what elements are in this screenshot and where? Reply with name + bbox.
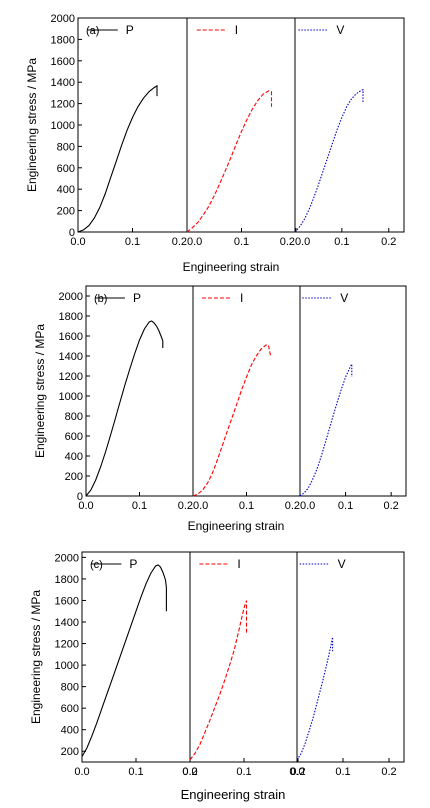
legend-label-I: I bbox=[240, 291, 243, 305]
y-tick-label: 1600 bbox=[51, 56, 75, 68]
y-tick-label: 1000 bbox=[59, 391, 83, 403]
x-tick-label: 0.2 bbox=[290, 766, 305, 778]
y-tick-label: 1400 bbox=[59, 351, 83, 363]
x-axis-label: Engineering strain bbox=[183, 260, 280, 274]
y-tick-label: 1400 bbox=[55, 617, 79, 629]
y-axis-label: Engineering stress / MPa bbox=[33, 324, 47, 458]
x-tick-label: 0.2 bbox=[384, 500, 399, 512]
y-tick-label: 1800 bbox=[51, 34, 75, 46]
x-tick-label: 0.0 bbox=[74, 766, 89, 778]
legend-label-P: P bbox=[129, 557, 137, 571]
x-tick-label-joined: 0.20.0 bbox=[285, 500, 316, 512]
y-tick-label: 600 bbox=[57, 163, 75, 175]
y-axis-label: Engineering stress / MPa bbox=[25, 58, 39, 192]
y-tick-label: 2000 bbox=[55, 552, 79, 564]
plot-frame bbox=[85, 285, 407, 497]
x-tick-label: 0.1 bbox=[128, 766, 143, 778]
y-tick-label: 800 bbox=[65, 411, 83, 423]
x-tick-label: 0.1 bbox=[125, 236, 140, 248]
series-line-I bbox=[189, 600, 248, 761]
y-tick-label: 800 bbox=[57, 141, 75, 153]
series-line-V bbox=[294, 88, 364, 233]
x-tick-label: 0.1 bbox=[132, 500, 147, 512]
y-tick-label: 200 bbox=[65, 471, 83, 483]
y-axis-label: Engineering stress / MPa bbox=[29, 590, 43, 724]
y-tick-label: 800 bbox=[61, 682, 79, 694]
y-tick-label: 1000 bbox=[51, 120, 75, 132]
series-line-V bbox=[299, 363, 353, 497]
x-axis-label: Engineering strain bbox=[188, 519, 285, 533]
x-tick-label: 0.0 bbox=[182, 766, 197, 778]
y-tick-label: 2000 bbox=[59, 291, 83, 303]
y-tick-label: 600 bbox=[65, 431, 83, 443]
y-tick-label: 400 bbox=[65, 451, 83, 463]
x-tick-label-joined: 0.20.0 bbox=[172, 236, 203, 248]
series-line-I bbox=[186, 90, 273, 233]
x-tick-label: 0.1 bbox=[239, 500, 254, 512]
panel-label: (b) bbox=[94, 293, 107, 305]
legend-label-I: I bbox=[237, 557, 240, 571]
legend-label-I: I bbox=[235, 23, 238, 37]
y-tick-label: 400 bbox=[57, 184, 75, 196]
x-tick-label: 0.1 bbox=[338, 500, 353, 512]
x-tick-label: 0.0 bbox=[70, 236, 85, 248]
y-tick-label: 0 bbox=[69, 227, 75, 239]
panel-2: 0 200 400 600 800 1000 1200 1400 1600 1800 2000 0.0… bbox=[33, 285, 407, 533]
legend-label-V: V bbox=[338, 557, 346, 571]
y-tick-label: 1200 bbox=[51, 99, 75, 111]
series-line-P bbox=[85, 320, 164, 497]
panel-label: (c) bbox=[90, 559, 103, 571]
plot-frame bbox=[77, 17, 405, 233]
x-tick-label: 0.0 bbox=[289, 766, 304, 778]
x-tick-label-joined: 0.20.0 bbox=[280, 236, 311, 248]
series-line-P bbox=[81, 564, 167, 757]
y-tick-label: 1400 bbox=[51, 77, 75, 89]
x-tick-label: 0.0 bbox=[78, 500, 93, 512]
y-tick-label: 200 bbox=[57, 206, 75, 218]
y-tick-label: 400 bbox=[61, 725, 79, 737]
y-tick-label: 1200 bbox=[59, 371, 83, 383]
series-line-I bbox=[192, 344, 272, 497]
y-tick-label: 1800 bbox=[59, 311, 83, 323]
panel-label: (a) bbox=[86, 25, 99, 37]
series-line-V bbox=[296, 636, 334, 761]
legend-label-V: V bbox=[340, 291, 348, 305]
y-tick-label: 1800 bbox=[55, 574, 79, 586]
x-tick-label: 0.1 bbox=[236, 766, 251, 778]
y-tick-label: 1600 bbox=[59, 331, 83, 343]
panel-1: 0 200 400 600 800 1000 1200 1400 1600 1800 2000 0.0… bbox=[25, 13, 405, 274]
y-tick-label: 1600 bbox=[55, 595, 79, 607]
legend-label-P: P bbox=[133, 291, 141, 305]
x-tick-label: 0.2 bbox=[182, 766, 197, 778]
series-line-P bbox=[77, 84, 158, 233]
y-tick-label: 0 bbox=[77, 491, 83, 503]
y-tick-label: 1000 bbox=[55, 660, 79, 672]
x-tick-label: 0.1 bbox=[335, 766, 350, 778]
x-tick-label: 0.1 bbox=[234, 236, 249, 248]
x-tick-label: 0.2 bbox=[381, 766, 396, 778]
legend-label-V: V bbox=[336, 23, 344, 37]
x-tick-label: 0.1 bbox=[334, 236, 349, 248]
x-tick-label-joined: 0.20.0 bbox=[178, 500, 209, 512]
x-axis-label: Engineering strain bbox=[181, 787, 286, 802]
y-tick-label: 200 bbox=[61, 746, 79, 758]
y-tick-label: 1200 bbox=[55, 639, 79, 651]
plot-frame bbox=[81, 551, 405, 763]
legend-label-P: P bbox=[126, 23, 134, 37]
x-tick-label: 0.2 bbox=[381, 236, 396, 248]
y-tick-label: 600 bbox=[61, 703, 79, 715]
y-tick-label: 2000 bbox=[51, 13, 75, 25]
